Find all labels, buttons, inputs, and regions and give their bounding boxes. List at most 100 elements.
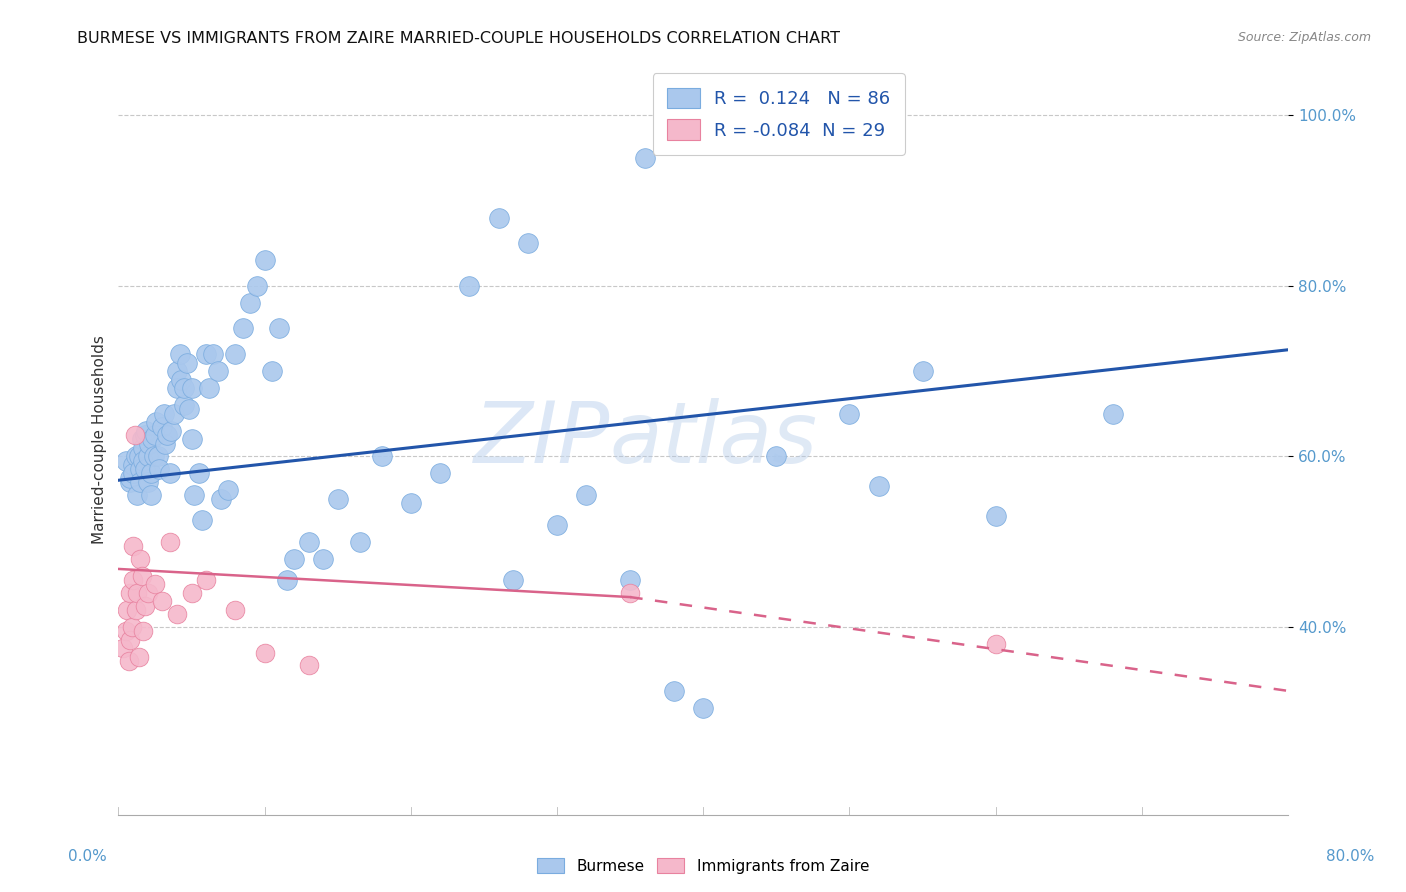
Point [143,428,166,442]
Point [166,607,188,622]
Point [429,467,451,481]
Point [224,603,246,617]
Point [120,586,142,600]
Point [195,347,218,361]
Point [128,649,150,664]
Point [156,428,179,442]
Point [546,517,568,532]
Point [159,467,181,481]
Point [239,296,262,310]
Point [692,701,714,715]
Point [516,236,538,251]
Point [125,603,148,617]
Point [180,586,202,600]
Point [619,586,641,600]
Text: 0.0%: 0.0% [67,849,107,863]
Point [253,646,276,660]
Point [139,488,162,502]
Point [283,551,305,566]
Point [128,450,150,464]
Point [349,534,371,549]
Point [297,658,319,673]
Point [122,467,145,481]
Point [129,462,152,476]
Point [399,496,422,510]
Point [114,453,136,467]
Point [163,407,186,421]
Point [276,573,298,587]
Point [150,594,173,608]
Point [269,321,291,335]
Legend: R =  0.124   N = 86, R = -0.084  N = 29: R = 0.124 N = 86, R = -0.084 N = 29 [652,73,905,154]
Point [838,407,860,421]
Point [114,624,136,639]
Point [707,134,730,148]
Point [136,586,159,600]
Point [370,450,392,464]
Point [135,424,157,438]
Point [911,364,934,378]
Point [122,539,145,553]
Point [132,624,155,639]
Point [180,433,202,447]
Point [224,347,246,361]
Point [984,509,1007,524]
Point [297,534,319,549]
Point [984,637,1007,651]
Point [132,441,155,455]
Point [173,398,195,412]
Point [139,467,162,481]
Point [198,381,221,395]
Point [134,428,156,442]
Point [180,381,202,395]
Point [619,573,641,587]
Point [138,436,160,450]
Point [765,450,787,464]
Point [173,381,195,395]
Point [166,381,188,395]
Point [183,488,205,502]
Point [134,462,156,476]
Point [312,551,335,566]
Point [118,654,141,668]
Text: BURMESE VS IMMIGRANTS FROM ZAIRE MARRIED-COUPLE HOUSEHOLDS CORRELATION CHART: BURMESE VS IMMIGRANTS FROM ZAIRE MARRIED… [77,31,841,46]
Point [232,321,254,335]
Point [136,450,159,464]
Point [217,483,239,498]
Point [120,475,142,489]
Point [142,450,165,464]
Point [187,467,209,481]
Point [120,471,142,485]
Point [115,603,138,617]
Point [169,347,191,361]
Text: ZIP: ZIP [474,398,610,481]
Point [159,534,181,549]
Point [122,458,145,472]
Point [152,407,174,421]
Point [177,402,200,417]
Point [253,253,276,268]
Point [148,462,170,476]
Point [111,641,134,656]
Point [143,577,166,591]
Point [131,433,153,447]
Point [141,433,163,447]
Point [488,211,510,225]
Point [155,436,177,450]
Point [868,479,890,493]
Point [246,278,269,293]
Text: atlas: atlas [610,398,818,481]
Point [191,513,214,527]
Point [260,364,283,378]
Point [209,491,232,506]
Legend: Burmese, Immigrants from Zaire: Burmese, Immigrants from Zaire [530,852,876,880]
Point [134,599,156,613]
Text: Source: ZipAtlas.com: Source: ZipAtlas.com [1237,31,1371,45]
Text: 80.0%: 80.0% [1326,849,1374,863]
Point [127,586,149,600]
Point [458,278,481,293]
Point [502,573,524,587]
Point [202,347,225,361]
Point [121,620,143,634]
Point [132,453,155,467]
